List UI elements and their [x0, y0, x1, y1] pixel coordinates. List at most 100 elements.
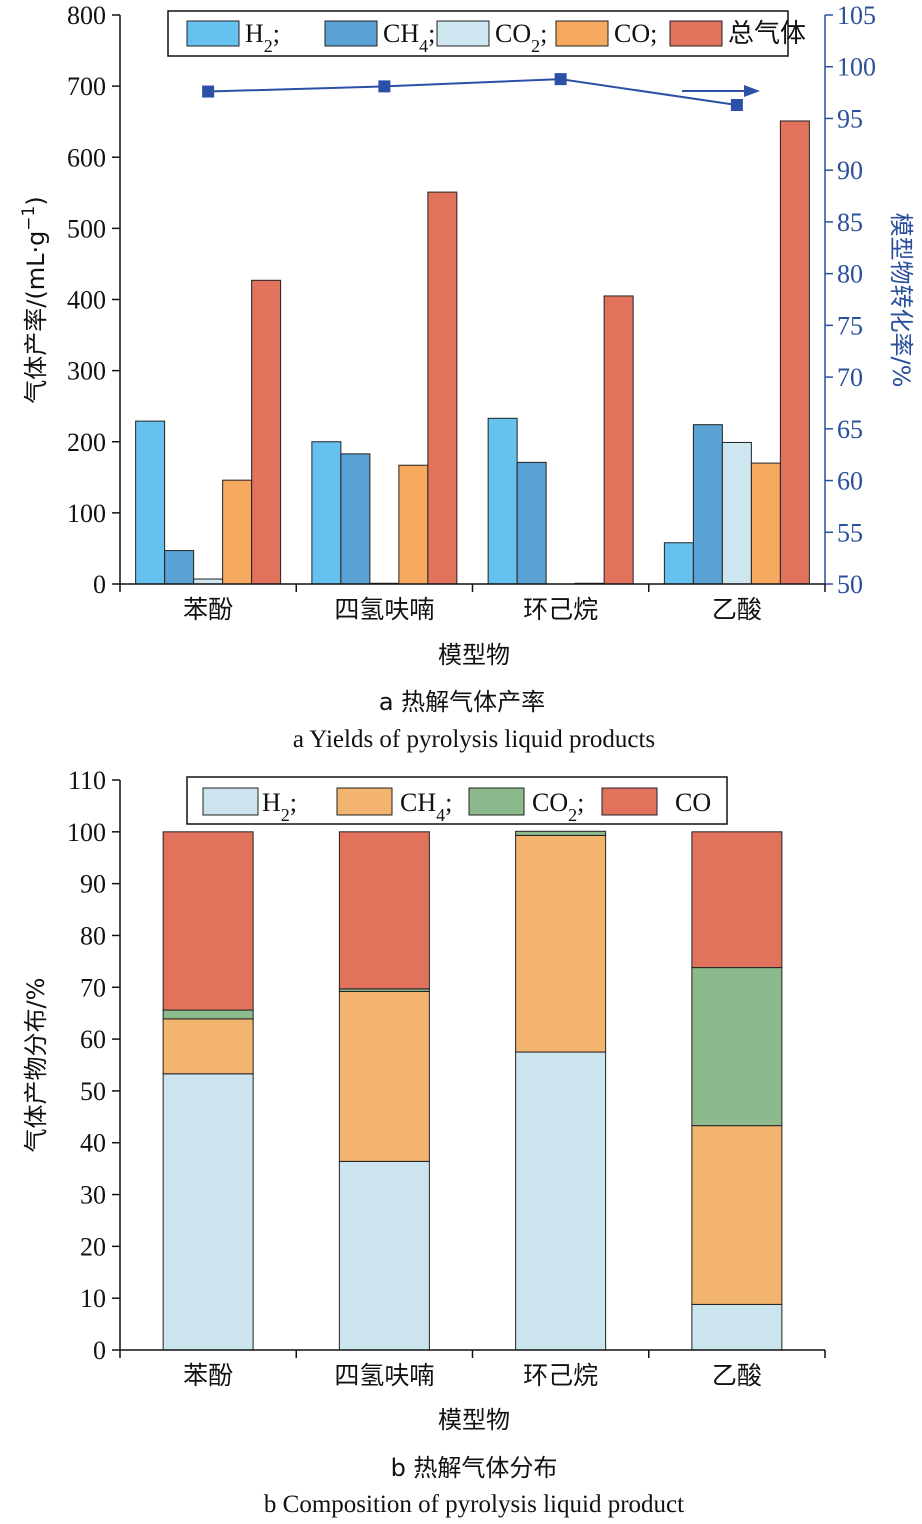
bar-0-0 [135, 420, 166, 585]
bar-2-1 [516, 461, 547, 585]
stack-2-0 [515, 1051, 607, 1351]
b-y-tick-label-3: 30 [80, 1181, 106, 1210]
b-x-tick-label-0: 苯酚 [183, 1361, 233, 1390]
bar-3-3 [750, 462, 781, 585]
b-x-axis-label: 模型物 [438, 1406, 510, 1434]
y-tick-label-5: 500 [67, 214, 106, 243]
y2-tick-label-3: 65 [837, 415, 863, 444]
stack-2-1 [515, 834, 607, 1053]
bar-2-0 [487, 417, 518, 585]
x-axis-label: 模型物 [438, 641, 510, 669]
stack-0-3 [162, 831, 254, 1011]
y-axis-label: 气体产率/(mL·g−1) [19, 196, 50, 404]
bar-3-0 [663, 542, 694, 585]
legend-a-label-1: CH4; [383, 19, 435, 56]
bar-0-1 [164, 550, 195, 585]
b-x-tick-label-2: 环己烷 [523, 1361, 598, 1390]
y-tick-label-1: 100 [67, 499, 106, 528]
x-tick-label-1: 四氢呋喃 [334, 595, 434, 624]
stack-1-3 [338, 831, 430, 990]
legend-b-label-0: H2; [262, 788, 297, 825]
conversion-point-1 [378, 80, 391, 93]
stack-3-1 [691, 1125, 783, 1305]
y-tick-label-7: 700 [67, 72, 106, 101]
y2-tick-label-4: 70 [837, 363, 863, 392]
legend-a-swatch-4 [669, 20, 723, 47]
legend-a-swatch-1 [324, 20, 378, 47]
bar-3-2 [721, 441, 752, 585]
y2-tick-label-6: 80 [837, 260, 863, 289]
y2-tick-label-1: 55 [837, 518, 863, 547]
stack-0-2 [162, 1009, 254, 1020]
b-y-tick-label-10: 100 [67, 818, 106, 847]
bar-0-3 [222, 479, 253, 585]
stack-0-0 [162, 1073, 254, 1351]
b-y-tick-label-2: 20 [80, 1232, 106, 1261]
right-axis-arrow-head [744, 85, 760, 97]
legend-a-label-0: H2; [245, 19, 280, 56]
legend-a-label-3: CO; [614, 19, 657, 48]
b-y-tick-label-9: 90 [80, 870, 106, 899]
stack-2-2 [515, 830, 607, 836]
legend-b-label-1: CH4; [400, 788, 452, 825]
bar-1-4 [427, 191, 458, 585]
y-tick-label-2: 200 [67, 428, 106, 457]
bar-1-1 [340, 453, 371, 585]
b-y-axis-label: 气体产物分布/% [22, 978, 50, 1153]
x-tick-label-2: 环己烷 [523, 595, 598, 624]
caption-a-cn: a 热解气体产率 [379, 688, 545, 716]
conversion-point-2 [554, 73, 567, 86]
y-tick-label-4: 400 [67, 286, 106, 315]
legend-a-label-2: CO2; [495, 19, 547, 56]
y2-tick-label-9: 95 [837, 104, 863, 133]
legend-a-swatch-0 [186, 20, 240, 47]
b-y-tick-label-6: 60 [80, 1025, 106, 1054]
y-tick-label-8: 800 [67, 1, 106, 30]
y2-tick-label-11: 105 [837, 1, 876, 30]
b-y-tick-label-4: 40 [80, 1129, 106, 1158]
legend-b-label-2: CO2; [532, 788, 584, 825]
stack-3-2 [691, 967, 783, 1127]
bar-1-0 [311, 441, 342, 585]
b-y-tick-label-7: 70 [80, 973, 106, 1002]
stack-3-0 [691, 1303, 783, 1351]
bar-0-4 [251, 279, 282, 585]
caption-a-en: a Yields of pyrolysis liquid products [293, 726, 655, 753]
y-tick-label-3: 300 [67, 357, 106, 386]
b-y-tick-label-11: 110 [68, 766, 106, 795]
conversion-point-3 [730, 99, 743, 112]
conversion-line [208, 78, 738, 106]
x-tick-label-3: 乙酸 [712, 595, 762, 624]
legend-a: H2; CH4; CO2; CO; 总气体 [167, 10, 806, 57]
bar-2-4 [603, 295, 634, 585]
b-x-tick-label-3: 乙酸 [712, 1361, 762, 1390]
y2-tick-label-7: 85 [837, 208, 863, 237]
b-y-tick-label-5: 50 [80, 1077, 106, 1106]
y2-axis-label: 模型物转化率/% [887, 213, 915, 388]
caption-b-cn: b 热解气体分布 [391, 1454, 558, 1482]
bar-1-3 [398, 464, 429, 585]
b-y-tick-label-0: 0 [93, 1336, 106, 1365]
legend-b-swatch-2 [468, 787, 525, 816]
y2-tick-label-8: 90 [837, 156, 863, 185]
y2-tick-label-10: 100 [837, 53, 876, 82]
b-x-tick-label-1: 四氢呋喃 [334, 1361, 434, 1390]
legend-b: H2; CH4; CO2; CO [186, 776, 728, 825]
y2-tick-label-5: 75 [837, 311, 863, 340]
x-tick-label-0: 苯酚 [183, 595, 233, 624]
legend-b-swatch-3 [601, 787, 658, 816]
bar-3-4 [779, 120, 810, 585]
b-y-tick-label-8: 80 [80, 921, 106, 950]
stack-1-1 [338, 990, 430, 1162]
legend-b-swatch-1 [336, 787, 393, 816]
legend-a-label-4: 总气体 [728, 19, 806, 48]
caption-b-en: b Composition of pyrolysis liquid produc… [264, 1491, 684, 1518]
legend-a-swatch-3 [555, 20, 609, 47]
stack-0-1 [162, 1018, 254, 1075]
stack-1-0 [338, 1160, 430, 1351]
y2-tick-label-2: 60 [837, 467, 863, 496]
y-tick-label-6: 600 [67, 143, 106, 172]
b-y-tick-label-1: 10 [80, 1284, 106, 1313]
stack-3-3 [691, 831, 783, 969]
